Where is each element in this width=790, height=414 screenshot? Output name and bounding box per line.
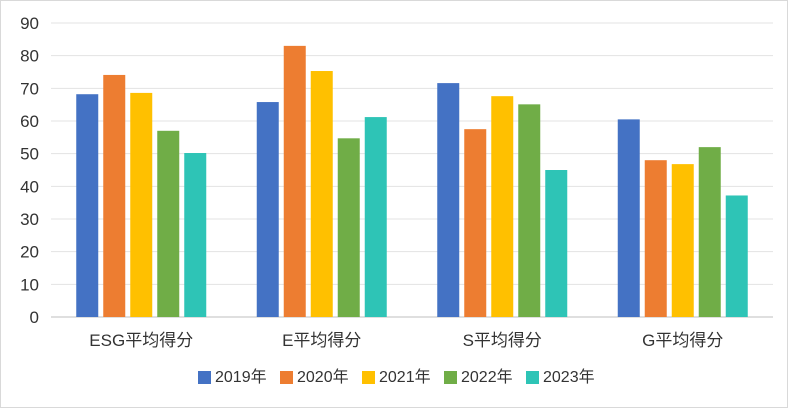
- bar: [337, 138, 360, 317]
- legend-label: 2022年: [461, 368, 513, 386]
- bar: [545, 170, 568, 317]
- legend-item[interactable]: 2020年: [280, 368, 349, 386]
- bars: [76, 45, 748, 318]
- bar: [103, 74, 126, 317]
- bar: [491, 96, 514, 317]
- bar: [464, 129, 487, 317]
- x-category-label: G平均得分: [642, 331, 723, 350]
- legend-label: 2020年: [297, 368, 349, 386]
- legend-swatch: [362, 371, 375, 384]
- bar: [283, 45, 306, 317]
- x-category-label: ESG平均得分: [89, 331, 193, 350]
- legend-item[interactable]: 2022年: [444, 368, 513, 386]
- y-tick-label: 40: [20, 177, 39, 196]
- legend-swatch: [198, 371, 211, 384]
- legend-label: 2021年: [379, 368, 431, 386]
- legend-label: 2019年: [215, 368, 267, 386]
- x-category-label: S平均得分: [463, 331, 542, 350]
- bar: [698, 147, 721, 317]
- y-tick-label: 50: [20, 145, 39, 164]
- bar: [157, 130, 180, 317]
- legend-item[interactable]: 2021年: [362, 368, 431, 386]
- bar: [437, 83, 460, 318]
- bar: [364, 117, 387, 317]
- y-axis-tick-labels: 0 10 20 30 40 50 60 70 80 90: [20, 14, 39, 327]
- x-category-label: E平均得分: [282, 331, 361, 350]
- legend-swatch: [444, 371, 457, 384]
- legend-item[interactable]: 2023年: [526, 368, 595, 386]
- legend[interactable]: 2019年 2020年 2021年 2022年 2023年: [198, 368, 595, 386]
- y-tick-label: 0: [30, 308, 39, 327]
- bar: [184, 153, 207, 317]
- bar: [518, 104, 541, 317]
- y-tick-label: 90: [20, 14, 39, 33]
- y-tick-label: 80: [20, 47, 39, 66]
- y-tick-label: 20: [20, 243, 39, 262]
- bar: [725, 195, 748, 317]
- bar: [76, 94, 99, 317]
- legend-label: 2023年: [543, 368, 595, 386]
- bar: [644, 160, 667, 317]
- x-axis-category-labels: ESG平均得分 E平均得分 S平均得分 G平均得分: [89, 331, 723, 350]
- legend-swatch: [280, 371, 293, 384]
- bar: [256, 102, 279, 317]
- legend-swatch: [526, 371, 539, 384]
- y-tick-label: 70: [20, 79, 39, 98]
- bar: [671, 164, 694, 317]
- bar: [310, 71, 333, 318]
- bar: [617, 119, 640, 317]
- y-tick-label: 60: [20, 112, 39, 131]
- y-tick-label: 30: [20, 210, 39, 229]
- bar: [130, 92, 153, 317]
- legend-item[interactable]: 2019年: [198, 368, 267, 386]
- y-tick-label: 10: [20, 275, 39, 294]
